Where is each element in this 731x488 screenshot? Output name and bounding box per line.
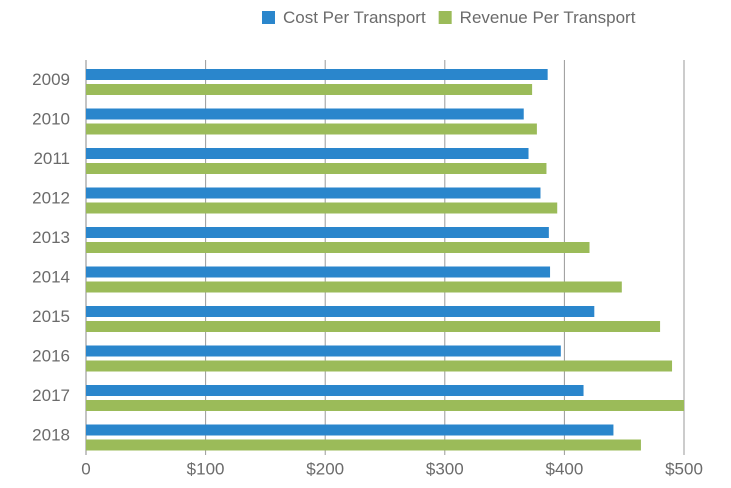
x-tick-label: $100 xyxy=(187,459,225,478)
bar xyxy=(86,69,548,80)
bar xyxy=(86,439,641,451)
x-tick-label: 0 xyxy=(81,459,90,478)
bar xyxy=(86,148,529,159)
y-tick-label: 2011 xyxy=(33,149,70,168)
bar xyxy=(86,84,533,95)
bar xyxy=(86,227,549,238)
x-tick-label: $200 xyxy=(306,459,344,478)
y-tick-label: 2018 xyxy=(32,426,70,445)
y-tick-label: 2016 xyxy=(32,347,70,366)
legend-label: Cost Per Transport xyxy=(283,8,426,27)
bar xyxy=(86,345,561,357)
y-tick-label: 2012 xyxy=(32,189,70,208)
bar xyxy=(86,202,558,214)
legend-swatch xyxy=(262,11,275,24)
x-tick-label: $500 xyxy=(665,459,703,478)
bar xyxy=(86,187,541,199)
bar xyxy=(86,123,537,135)
legend-label: Revenue Per Transport xyxy=(460,8,636,27)
bar xyxy=(86,306,595,317)
y-tick-label: 2017 xyxy=(32,386,70,405)
bar xyxy=(86,242,590,253)
bar xyxy=(86,360,673,372)
bar xyxy=(86,424,614,436)
y-tick-label: 2010 xyxy=(32,110,70,129)
y-tick-label: 2013 xyxy=(32,228,70,247)
bar xyxy=(86,400,684,411)
legend-swatch xyxy=(438,11,452,24)
x-tick-label: $300 xyxy=(426,459,464,478)
bar xyxy=(86,321,661,332)
bar xyxy=(86,281,622,293)
bar xyxy=(86,108,524,120)
y-tick-label: 2009 xyxy=(32,70,70,89)
bar xyxy=(86,385,584,396)
x-tick-label: $400 xyxy=(545,459,583,478)
y-tick-label: 2015 xyxy=(32,307,70,326)
bar xyxy=(86,163,547,174)
y-tick-label: 2014 xyxy=(32,268,70,287)
bar xyxy=(86,266,551,278)
